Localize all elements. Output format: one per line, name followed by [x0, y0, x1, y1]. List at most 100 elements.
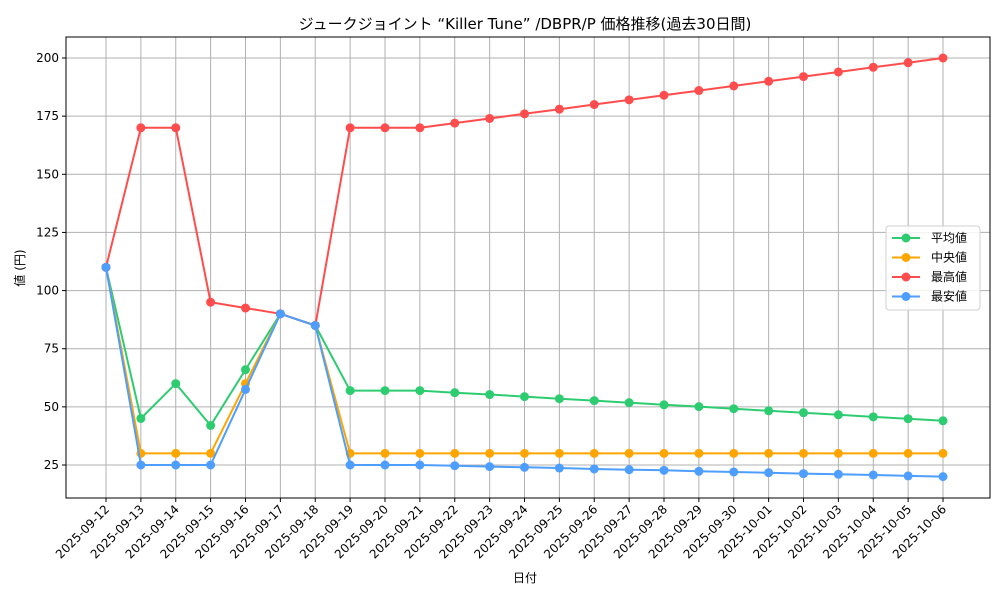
y-axis: 25 50 75 100 125 150 175 200: [36, 51, 66, 472]
data-point: [903, 58, 913, 68]
y-tick-label: 200: [36, 51, 59, 65]
y-tick-label: 175: [36, 109, 59, 123]
plot-frame: [65, 36, 991, 499]
data-point: [485, 448, 495, 458]
data-point: [799, 72, 808, 82]
data-point: [520, 392, 529, 402]
data-point: [136, 123, 146, 133]
data-point: [415, 460, 425, 470]
data-point: [729, 404, 739, 414]
data-point: [764, 468, 774, 478]
data-point: [345, 386, 355, 396]
data-point: [380, 448, 390, 458]
data-point: [589, 396, 599, 406]
grid-lines: [66, 37, 990, 498]
data-point: [554, 104, 564, 114]
data-point: [694, 466, 704, 476]
data-point: [520, 462, 529, 472]
y-tick-label: 100: [36, 284, 59, 298]
data-point: [171, 123, 181, 133]
data-point: [171, 460, 181, 470]
data-point: [485, 113, 495, 123]
data-point: [241, 384, 250, 394]
data-point: [275, 309, 285, 319]
data-point: [589, 100, 599, 110]
data-point: [345, 123, 355, 133]
data-point: [520, 109, 529, 119]
data-point: [624, 465, 634, 475]
data-point: [799, 469, 808, 479]
data-point: [624, 448, 634, 458]
data-point: [206, 297, 216, 307]
data-point: [450, 118, 460, 128]
data-point: [589, 464, 599, 474]
data-point: [554, 448, 564, 458]
data-point: [868, 448, 878, 458]
x-axis-label: 日付: [513, 571, 537, 585]
data-point: [903, 414, 913, 424]
data-point: [415, 123, 425, 133]
data-point: [624, 398, 634, 408]
legend-label: 平均値: [931, 230, 967, 245]
data-point: [694, 402, 704, 412]
data-point: [171, 448, 181, 458]
data-point: [380, 123, 390, 133]
data-point: [136, 413, 146, 423]
data-point: [310, 320, 320, 330]
data-point: [833, 469, 843, 479]
data-point: [554, 463, 564, 473]
data-point: [101, 262, 111, 272]
data-point: [694, 86, 704, 96]
data-point: [659, 448, 669, 458]
data-point: [903, 471, 913, 481]
y-tick-label: 75: [44, 342, 59, 356]
legend-marker: [901, 253, 911, 262]
data-series: [101, 53, 948, 482]
x-axis: 2025-09-122025-09-132025-09-142025-09-15…: [53, 498, 949, 561]
data-point: [206, 460, 216, 470]
series-0: [101, 262, 948, 430]
data-point: [938, 472, 948, 482]
data-point: [589, 448, 599, 458]
y-tick-label: 50: [44, 400, 59, 414]
data-point: [450, 388, 460, 398]
data-point: [729, 81, 739, 91]
legend-label: 中央値: [931, 250, 967, 265]
series-3: [101, 262, 948, 482]
data-point: [764, 76, 774, 86]
data-point: [380, 460, 390, 470]
legend-box: [885, 225, 981, 311]
data-point: [415, 386, 425, 396]
data-point: [554, 394, 564, 404]
data-point: [694, 448, 704, 458]
data-point: [659, 465, 669, 475]
data-point: [624, 95, 634, 105]
data-point: [833, 448, 843, 458]
data-point: [485, 462, 495, 472]
data-point: [171, 379, 181, 389]
chart-title: ジュークジョイント “Killer Tune” /DBPR/P 価格推移(過去3…: [299, 15, 752, 33]
data-point: [903, 448, 913, 458]
data-point: [241, 303, 250, 313]
legend-marker: [901, 292, 911, 301]
data-point: [938, 53, 948, 63]
data-point: [485, 390, 495, 400]
data-point: [520, 448, 529, 458]
legend-label: 最安値: [931, 289, 967, 304]
data-point: [729, 467, 739, 477]
y-tick-label: 25: [44, 458, 59, 472]
legend-marker: [901, 233, 911, 243]
data-point: [415, 448, 425, 458]
data-point: [450, 461, 460, 471]
data-point: [764, 448, 774, 458]
data-point: [868, 412, 878, 422]
data-point: [206, 420, 216, 430]
data-point: [345, 460, 355, 470]
data-point: [206, 448, 216, 458]
legend-label: 最高値: [931, 269, 967, 284]
data-point: [833, 67, 843, 77]
data-point: [868, 62, 878, 72]
y-axis-label: 値 (円): [12, 249, 27, 286]
data-point: [938, 448, 948, 458]
